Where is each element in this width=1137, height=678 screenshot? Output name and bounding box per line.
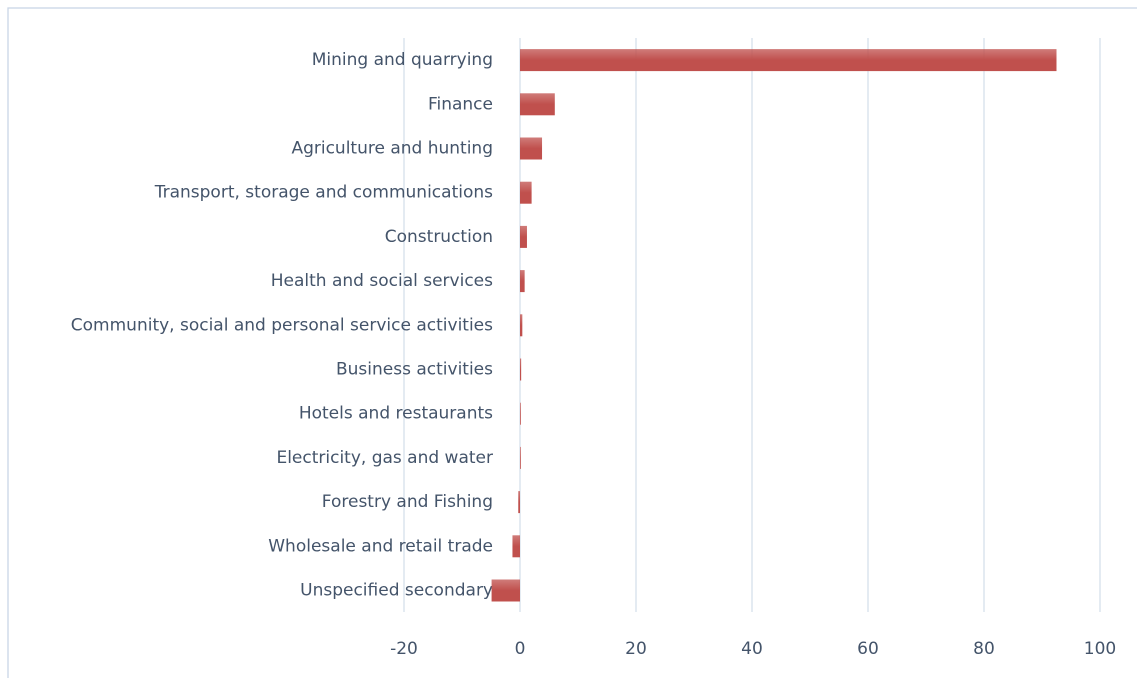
y-tick-label: Unspecified secondary: [300, 581, 493, 601]
bar: [520, 446, 521, 469]
y-tick-label: Hotels and restaurants: [299, 404, 493, 424]
x-tick-label: 20: [625, 639, 647, 659]
bar: [520, 49, 1057, 72]
bar: [512, 535, 520, 558]
x-tick-label: 60: [857, 639, 879, 659]
y-tick-label: Agriculture and hunting: [291, 139, 493, 159]
x-tick-label: 0: [515, 639, 526, 659]
bar: [520, 93, 555, 116]
bar: [520, 181, 532, 204]
bar: [491, 579, 520, 602]
x-tick-label: 80: [973, 639, 995, 659]
y-tick-label: Electricity, gas and water: [276, 448, 493, 468]
bar: [520, 358, 522, 381]
bar: [520, 270, 525, 293]
bar: [518, 491, 520, 514]
bar: [520, 225, 527, 248]
plot-frame: [7, 7, 1137, 678]
x-tick-label: 100: [1084, 639, 1116, 659]
x-tick-label: -20: [390, 639, 418, 659]
y-tick-label: Construction: [385, 227, 493, 247]
y-tick-label: Business activities: [336, 360, 493, 380]
bar: [520, 137, 543, 160]
bar: [520, 402, 521, 425]
y-tick-label: Community, social and personal service a…: [71, 315, 493, 335]
y-tick-label: Transport, storage and communications: [154, 183, 493, 203]
bar: [520, 314, 523, 337]
y-tick-label: Wholesale and retail trade: [268, 536, 493, 556]
y-tick-label: Finance: [428, 94, 493, 114]
x-tick-label: 40: [741, 639, 763, 659]
y-tick-label: Health and social services: [271, 271, 493, 291]
y-tick-label: Mining and quarrying: [312, 50, 493, 70]
y-tick-label: Forestry and Fishing: [322, 492, 493, 512]
